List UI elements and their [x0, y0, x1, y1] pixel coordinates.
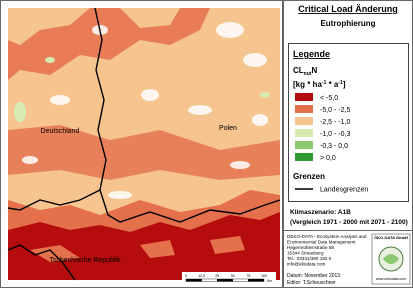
footer-line: 15344 Strausberg [287, 251, 324, 256]
unit-sup: -1 [322, 80, 327, 86]
raster-zone [8, 125, 280, 180]
scale-label: 12,5 [198, 274, 205, 278]
scale-segment [216, 278, 233, 282]
raster-zone [8, 8, 90, 45]
legend-label: -0,3 - 0,0 [320, 143, 348, 150]
var-main: CL [293, 66, 304, 75]
map-label: Polen [219, 125, 237, 132]
legend-unit: [kg * ha-1 * a-1] [293, 80, 346, 89]
boundary-items: Landesgrenzen [295, 187, 368, 194]
legend-label: -5,0 - -2,5 [320, 107, 350, 114]
editor: Editor: T.Scheuschner [287, 280, 336, 286]
scale-label: 100 [261, 274, 267, 278]
scenario: Klimaszenario: A1B [290, 209, 351, 216]
legend-label: -2,5 - -1,0 [320, 119, 350, 126]
scale-unit: Km [267, 279, 272, 283]
legend-swatch [295, 117, 313, 125]
unit-part: ] [343, 80, 346, 89]
logo-title: ÖKO-DATA GmbH [374, 235, 408, 240]
scale-label: 25 [215, 274, 219, 278]
unit-part: * a [326, 80, 339, 89]
footer-line: DEKO-DATA - Ecosystem Analysis and [287, 234, 367, 239]
boundaries-title: Grenzen [293, 172, 325, 181]
date: Datum: November 2013 [287, 273, 340, 279]
legend-variable: CLnutN [293, 66, 317, 77]
legend-swatch [295, 105, 313, 113]
legend-swatch [295, 129, 313, 137]
legend-swatch [295, 93, 313, 101]
scale-segment [248, 278, 265, 282]
footer-line: Hegermühlenstraße 58 [287, 245, 334, 250]
logo-mark [383, 254, 399, 264]
footer-line: info@ekodata.com [287, 262, 326, 267]
legend-title: Legende [293, 49, 330, 59]
legend-swatch [295, 141, 313, 149]
legend-label: Landesgrenzen [320, 187, 368, 194]
map-raster [7, 7, 281, 281]
scale-label: 0 [185, 274, 187, 278]
footer-line: Environmental Data Management [287, 240, 356, 245]
unit-part: [kg * ha [293, 80, 322, 89]
scale-segment [201, 278, 218, 282]
legend-label: > 0,0 [320, 155, 336, 162]
map-label: Deutschland [41, 128, 80, 135]
country-border [7, 7, 281, 281]
title: Critical Load Änderung [298, 4, 398, 14]
raster-green [14, 57, 270, 122]
legend-items: < -5,0 -5,0 - -2,5 -2,5 - -1,0 -1,0 - -0,3 -… [295, 93, 350, 162]
footer-lines: DEKO-DATA - Ecosystem Analysis andEnviro… [287, 234, 367, 267]
raster-zone [30, 236, 245, 262]
footer-line: Tel.: 03341/390 192 0 [287, 256, 332, 261]
map-label: Tschechische Republik [49, 257, 121, 264]
legend-label: < -5,0 [320, 95, 338, 102]
scenario: (Vergleich 1971 - 2000 mit 2071 - 2100) [290, 219, 408, 226]
subtitle: Eutrophierung [320, 19, 375, 28]
scale-segment [185, 278, 202, 282]
scale-label: 50 [231, 274, 235, 278]
var-suffix: N [311, 66, 317, 75]
var-sub: nut [304, 71, 312, 77]
scale-segment [232, 278, 249, 282]
legend-label: -1,0 - -0,3 [320, 131, 350, 138]
raster-gaps [22, 22, 268, 199]
unit-sup: -1 [338, 80, 343, 86]
logo-url: www.oekodata.com [376, 277, 406, 281]
scale-label: 75 [246, 274, 250, 278]
legend-swatch [295, 153, 313, 161]
raster-zone [120, 8, 180, 28]
